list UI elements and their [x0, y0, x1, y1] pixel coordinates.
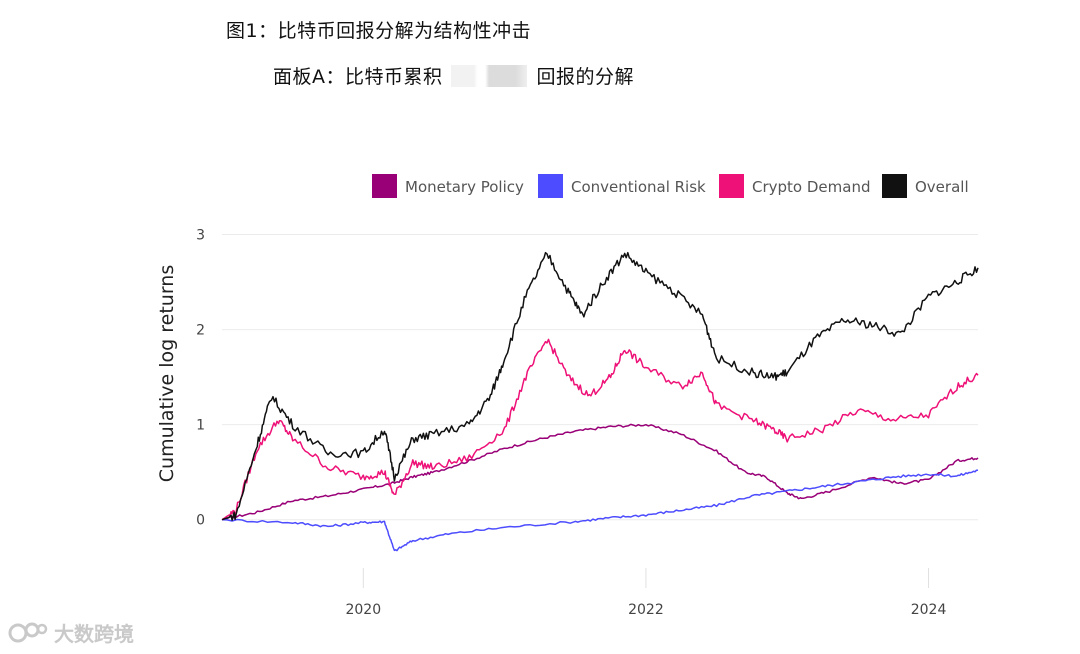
y-tick-label: 1: [196, 418, 205, 434]
watermark-text: 大数跨境: [54, 622, 134, 646]
legend-swatch: [882, 174, 907, 198]
legend-item-conventional-risk: Conventional Risk: [538, 174, 706, 198]
series-line-monetary-policy: [221, 423, 979, 521]
legend-label: Conventional Risk: [571, 178, 706, 196]
series-line-crypto-demand: [221, 338, 979, 521]
figure-title: 图1：比特币回报分解为结构性冲击: [226, 20, 532, 42]
legend-label: Monetary Policy: [405, 178, 524, 196]
legend-label: Overall: [915, 178, 969, 196]
legend-item-overall: Overall: [882, 174, 969, 198]
redacted-block: [450, 64, 527, 87]
y-tick-label: 0: [196, 513, 205, 529]
legend-item-monetary-policy: Monetary Policy: [372, 174, 524, 198]
x-tick-label: 2020: [345, 602, 381, 618]
logo-icon: [8, 622, 48, 642]
series-line-conventional-risk: [221, 469, 979, 552]
y-axis-label: Cumulative log returns: [156, 265, 178, 482]
legend: Monetary Policy Conventional Risk Crypto D…: [372, 174, 969, 198]
legend-swatch: [538, 174, 563, 198]
panel-title-right: 回报的分解: [536, 66, 635, 88]
series-group: [221, 251, 979, 552]
y-tick-label: 3: [196, 228, 205, 244]
legend-label: Crypto Demand: [752, 178, 870, 196]
y-tick-label: 2: [196, 323, 205, 339]
legend-swatch: [719, 174, 744, 198]
watermark: 大数跨境: [8, 618, 134, 647]
x-tick-label: 2022: [628, 602, 664, 618]
x-tick-label: 2024: [911, 602, 947, 618]
legend-item-crypto-demand: Crypto Demand: [719, 174, 870, 198]
grid: [222, 234, 978, 521]
legend-swatch: [372, 174, 397, 198]
panel-title: 面板A：比特币累积 回报的分解: [273, 62, 634, 89]
panel-title-left: 面板A：比特币累积: [273, 66, 443, 88]
axes: 0 1 2 3 2020 2022 2024 Cumulative log returns: [156, 228, 946, 618]
series-line-overall: [221, 251, 979, 521]
